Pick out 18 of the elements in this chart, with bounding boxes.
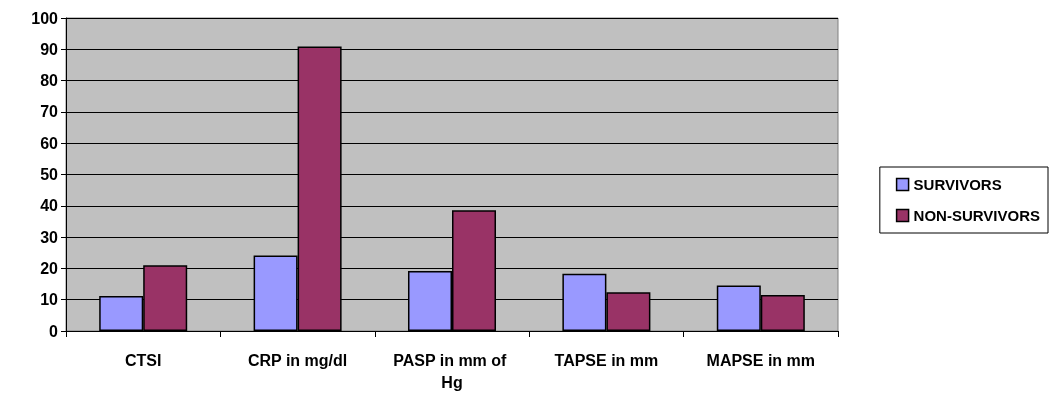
y-tick-label: 20	[40, 259, 59, 277]
y-tick-label: 40	[40, 197, 59, 215]
x-tick-label: CTSI	[124, 351, 162, 369]
x-tick-label: CRP in mg/dl	[247, 351, 348, 369]
legend-label: NON-SURVIVORS	[913, 207, 1041, 224]
y-tick-label: 50	[40, 166, 59, 183]
y-tick-label: 60	[40, 134, 59, 152]
y-tick-label: 10	[40, 291, 59, 309]
x-tick-label: PASP in mm of Hg	[393, 351, 511, 391]
y-tick-label: 70	[40, 103, 59, 121]
y-tick-label: 100	[31, 9, 59, 27]
legend-label: SURVIVORS	[913, 176, 1002, 193]
y-tick-label: 80	[40, 72, 59, 90]
y-tick-label: 0	[49, 322, 59, 340]
y-tick-label: 90	[40, 40, 59, 58]
x-tick-label: MAPSE in mm	[706, 351, 816, 369]
y-tick-label: 30	[40, 228, 59, 246]
x-tick-label: TAPSE in mm	[554, 351, 659, 369]
